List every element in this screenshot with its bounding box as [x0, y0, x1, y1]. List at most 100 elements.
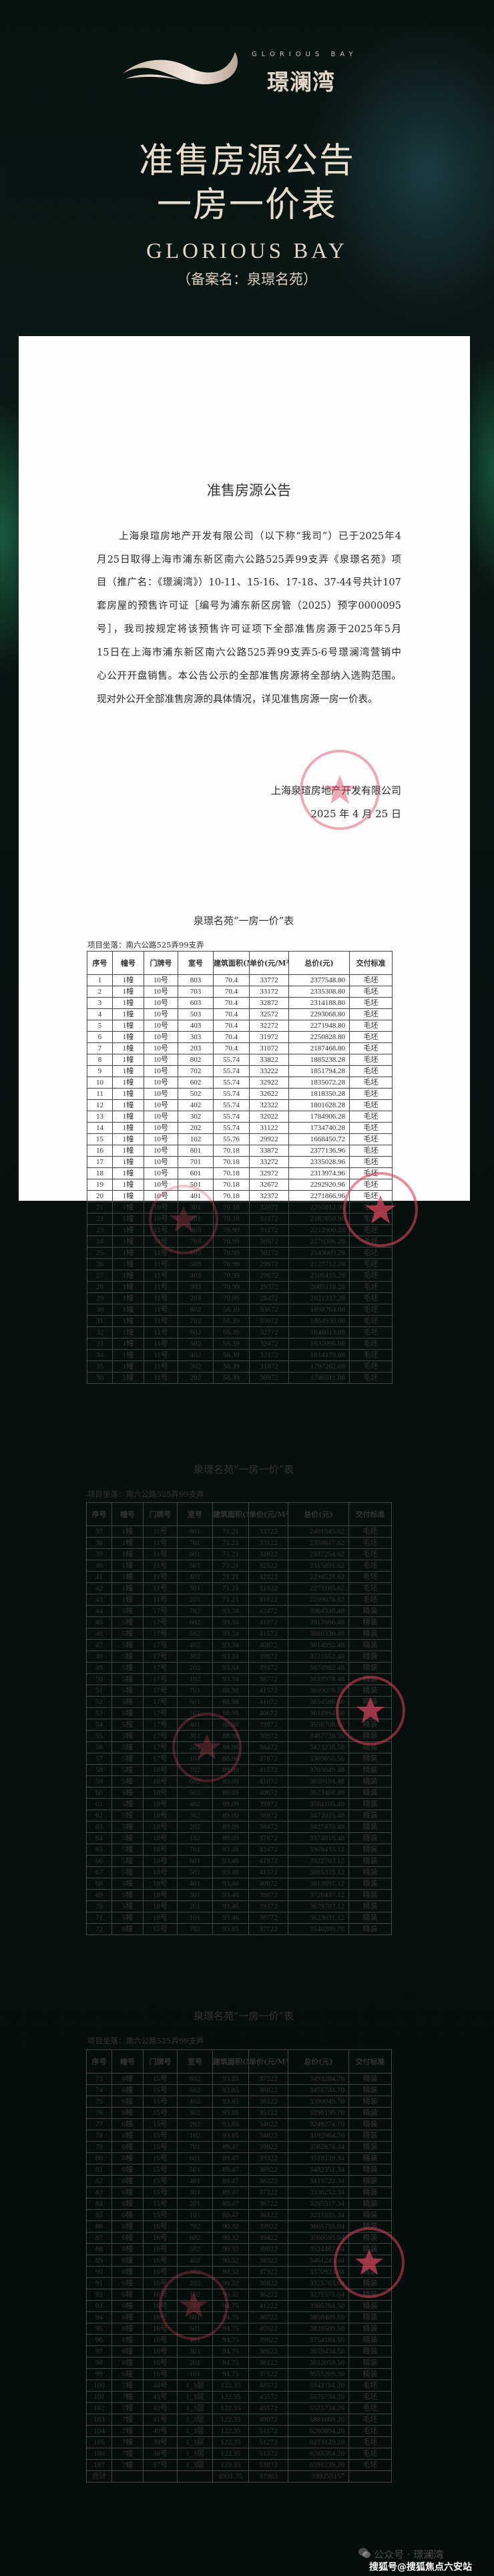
cell-delivery: 毛坯 [349, 1099, 393, 1111]
cell-unit-price: 36722 [248, 2198, 288, 2210]
cell-building: 5幢 [111, 1685, 144, 1697]
table-row: 95 6幢 16号 501 94.75 40322 3820509.50 精装 [86, 2323, 392, 2335]
cell-total-price: 3192964.70 [288, 2130, 349, 2142]
cell-unit-price: 48072 [248, 2414, 288, 2426]
cell-total-price: 3540209.70 [288, 1923, 349, 1935]
cell-delivery: 毛坯 [349, 1372, 393, 1384]
table-row: 70 5幢 18号 201 93.46 39372 3679707.12 精装 [86, 1900, 392, 1912]
cell-unit-price: 32972 [249, 1167, 289, 1179]
cell-building: 7幢 [111, 2380, 144, 2392]
cell-seq: 1 [87, 974, 113, 986]
cell-seq: 43 [86, 1594, 112, 1606]
cell-delivery: 毛坯 [348, 2414, 392, 2426]
cell-delivery: 毛坯 [349, 1326, 393, 1338]
cell-area: 122.35 [212, 2459, 249, 2471]
cell-door: 15号 [143, 2209, 178, 2221]
cell-area: 90.32 [212, 2255, 249, 2267]
cell-building: 1幢 [112, 1122, 144, 1134]
cell-building: 6幢 [111, 2232, 144, 2244]
cell-seq: 81 [86, 2164, 112, 2176]
cell-building: 1幢 [111, 1537, 144, 1549]
cell-unit-price: 39422 [248, 2232, 288, 2244]
cell-building: 1幢 [112, 1099, 144, 1111]
cell-seq: 87 [86, 2232, 112, 2244]
cell-door: 15号 [143, 2107, 178, 2119]
table-row: 44 5幢 17号 702 93.34 42472 3964336.48 精装 [86, 1605, 392, 1617]
cell-area: 89.47 [212, 2186, 249, 2198]
column-header-total-price: 总价(元) [288, 951, 350, 975]
cell-building: 6幢 [111, 1923, 144, 1935]
cell-door: 16号 [143, 2300, 178, 2312]
cell-building: 1幢 [112, 1281, 144, 1293]
cell-area: 93.46 [212, 1900, 249, 1912]
cell-unit-price: 31172 [249, 1213, 289, 1225]
cell-door: 18号 [143, 1855, 178, 1867]
cell-building: 5幢 [111, 1821, 144, 1833]
cell-unit-price: 33072 [249, 1315, 289, 1327]
cell-seq: 24 [87, 1236, 113, 1248]
cell-seq: 92 [86, 2289, 112, 2301]
cell-room: 401 [177, 2175, 213, 2187]
cell-unit-price: 33872 [249, 1145, 289, 1157]
column-header-door: 门牌号 [144, 951, 178, 975]
cell-door: 15号 [143, 2175, 178, 2187]
cell-delivery: 精装 [348, 1787, 392, 1799]
table-row: 43 1幢 11号 201 71.21 31022 2209076.62 毛坯 [86, 1594, 392, 1606]
cell-delivery: 毛坯 [348, 2391, 392, 2403]
cell-building: 1幢 [112, 1190, 144, 1202]
cell-delivery: 毛坯 [349, 1133, 393, 1145]
cell-door: 10号 [144, 1133, 178, 1145]
cell-unit-price: 41572 [248, 1866, 288, 1878]
cell-delivery: 精装 [348, 1866, 392, 1878]
cell-unit-price: 39972 [248, 1719, 288, 1731]
cell-total-price: 3654586.56 [288, 1696, 349, 1708]
cell-door: 18号 [143, 1878, 178, 1890]
announcement-line: 月25日取得上海市浦东新区南六公路525弄99支弄《泉璟名苑》项 [97, 555, 401, 565]
cell-delivery: 毛坯 [349, 1156, 393, 1168]
table-row: 93 6幢 16号 701 94.75 41222 3905784.50 精装 [86, 2300, 392, 2312]
cell-room: 302 [178, 1111, 214, 1123]
cell-area: 89.09 [212, 1798, 249, 1810]
wechat-icon [358, 2548, 370, 2558]
cell-delivery: 毛坯 [349, 1088, 393, 1100]
cell-room: 403 [178, 1270, 214, 1282]
cell-unit-price: 37872 [248, 1832, 288, 1844]
logo-swoosh-icon [123, 52, 238, 85]
cell-seq: 73 [86, 2073, 112, 2085]
cell-room: 701 [177, 1537, 213, 1549]
cell-area: 93.46 [212, 1912, 249, 1924]
cell-room: 702 [177, 1605, 213, 1617]
cell-unit-price: 31872 [249, 1361, 289, 1373]
cell-unit-price: 32222 [248, 1571, 288, 1583]
cell-seq: 30 [87, 1304, 113, 1316]
cell-area: 93.34 [212, 1628, 249, 1640]
cell-building: 5幢 [111, 1866, 144, 1878]
cell-unit-price: 32922 [249, 1077, 289, 1089]
cell-unit-price: 33722 [248, 1526, 288, 1538]
cell-door: 11号 [143, 1548, 178, 1560]
cell-room: 401 [177, 1878, 213, 1890]
cell-room: 402 [177, 2096, 213, 2108]
cell-delivery: 毛坯 [349, 1031, 393, 1043]
cell-area: 88.98 [212, 1696, 249, 1708]
cell-door: 16号 [143, 2368, 178, 2380]
cell-delivery: 毛坯 [349, 1258, 393, 1270]
price-table-title: 泉璟名苑“一房一价”表 [193, 2010, 294, 2022]
cell-door [143, 2470, 178, 2482]
cell-door: 10号 [144, 1031, 178, 1043]
cell-building: 6幢 [111, 2186, 144, 2198]
column-header-unit-price: 单价(元/M²) [248, 2049, 288, 2073]
cell-total-price: 3674982.48 [288, 1662, 349, 1674]
cell-area: 93.85 [212, 2107, 249, 2119]
cell-delivery: 精装 [348, 1775, 392, 1787]
cell-unit-price: 31922 [248, 1582, 288, 1594]
cell-unit-price: 33222 [249, 1065, 289, 1077]
column-header-seq: 序号 [86, 1502, 112, 1526]
cell-delivery: 毛坯 [349, 1315, 393, 1327]
cell-total-price: 2315891.62 [288, 1560, 349, 1572]
cell-seq: 56 [86, 1741, 112, 1753]
cell-building: 1幢 [112, 1224, 144, 1236]
table-row: 78 6幢 15号 102 93.85 34022 3192964.70 精装 [86, 2130, 392, 2142]
cell-seq: 59 [86, 1775, 112, 1787]
cell-building: 1幢 [112, 1270, 144, 1282]
